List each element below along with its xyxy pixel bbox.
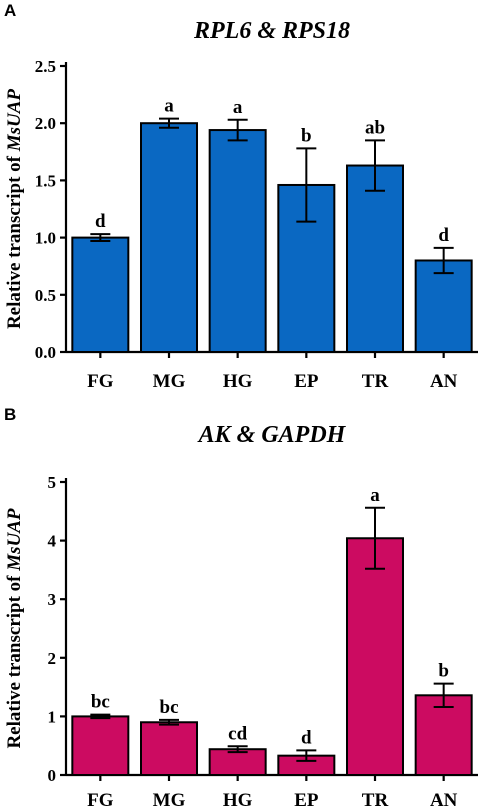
chart-panel-a: A RPL6 & RPS18 Relative transcript of MsUA… <box>4 1 478 392</box>
bar-tr <box>346 537 404 776</box>
y-axis-label: Relative transcript of MsUAP <box>4 89 25 329</box>
y-tick-label: 5 <box>48 473 57 492</box>
x-category-label: HG <box>223 790 253 811</box>
y-tick-label: 3 <box>48 590 57 609</box>
y-tick-label: 1.5 <box>35 171 56 190</box>
y-tick-label: 1 <box>48 707 57 726</box>
x-category-label: MG <box>153 790 186 811</box>
y-tick-label: 2.5 <box>35 57 56 76</box>
y-axis-label-text: Relative transcript of <box>4 571 25 749</box>
x-category-label: TR <box>362 790 389 811</box>
bar-hg <box>208 748 267 777</box>
significance-label: b <box>438 661 449 682</box>
bar-fg <box>71 236 130 354</box>
x-category-label: AN <box>430 371 458 392</box>
x-category-label: FG <box>87 790 114 811</box>
bar-hg <box>208 129 267 353</box>
significance-label: d <box>95 211 106 232</box>
y-tick-label: 2 <box>48 649 57 668</box>
y-axis-label-gene: MsUAP <box>4 89 25 153</box>
panel-letter: B <box>4 405 16 424</box>
x-category-label: EP <box>294 371 319 392</box>
bar-mg <box>140 721 198 777</box>
significance-label: a <box>164 96 174 117</box>
y-tick-label: 2.0 <box>35 114 56 133</box>
significance-label: bc <box>160 697 179 718</box>
significance-label: b <box>301 125 312 146</box>
y-tick-label: 0.0 <box>35 343 56 362</box>
bar-fg <box>71 715 130 777</box>
x-category-label: MG <box>153 371 186 392</box>
y-tick-label: 0.5 <box>35 286 56 305</box>
chart-title: RPL6 & RPS18 <box>193 18 350 44</box>
x-category-label: TR <box>362 371 389 392</box>
y-axis-label-text: Relative transcript of <box>4 151 25 329</box>
significance-label: cd <box>228 723 247 744</box>
y-axis-label-gene: MsUAP <box>4 508 25 572</box>
y-tick-label: 4 <box>48 532 57 551</box>
bar-an <box>414 694 473 777</box>
y-tick-label: 0 <box>48 766 57 785</box>
chart-title: AK & GAPDH <box>197 422 347 448</box>
significance-label: a <box>233 97 243 118</box>
bar-an <box>414 259 473 354</box>
panel-letter: A <box>4 1 16 20</box>
x-category-label: FG <box>87 371 114 392</box>
bar-tr <box>346 164 404 353</box>
x-category-label: AN <box>430 790 458 811</box>
significance-label: d <box>301 727 312 748</box>
significance-label: ab <box>365 117 385 138</box>
significance-label: bc <box>91 692 110 713</box>
y-axis-label: Relative transcript of MsUAP <box>4 508 25 748</box>
x-category-label: HG <box>223 371 253 392</box>
significance-label: d <box>438 225 449 246</box>
chart-panel-b: B AK & GAPDH Relative transcript of MsUAP 0… <box>4 405 478 811</box>
bar-mg <box>140 122 198 353</box>
y-tick-label: 1.0 <box>35 229 56 248</box>
significance-label: a <box>370 485 380 506</box>
x-category-label: EP <box>294 790 319 811</box>
